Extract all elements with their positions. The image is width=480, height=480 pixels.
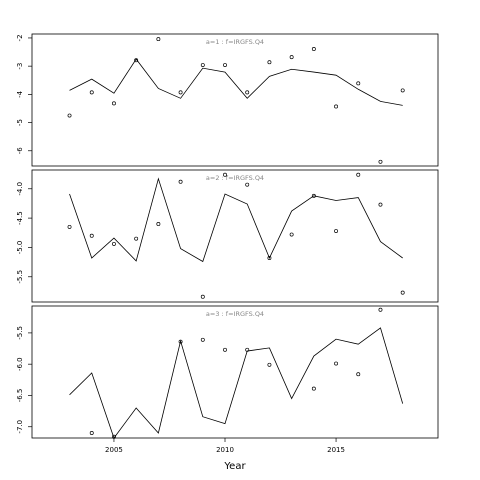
y-tick-label: -3	[16, 63, 24, 70]
data-point	[289, 232, 294, 237]
data-point	[245, 182, 250, 187]
data-point	[112, 101, 116, 106]
y-tick-label: -5.5	[16, 270, 24, 284]
data-point	[134, 58, 139, 63]
data-point	[223, 347, 227, 352]
data-point	[356, 81, 361, 86]
panel-title: a=1 : f=IRGFS.Q4	[206, 38, 264, 46]
data-point	[356, 372, 361, 377]
data-point	[311, 193, 316, 198]
panel-frame	[31, 305, 439, 439]
y-tick-label: -6.5	[16, 389, 24, 403]
data-point	[178, 90, 183, 95]
data-point	[378, 159, 383, 164]
series-line	[69, 177, 403, 263]
y-tick-label: -4.0	[16, 182, 24, 196]
y-tick-label: -4.5	[16, 211, 24, 225]
data-point	[134, 236, 139, 241]
data-point	[311, 46, 316, 51]
data-point	[178, 339, 183, 344]
data-point	[356, 172, 361, 177]
data-point	[334, 229, 339, 233]
data-point	[89, 233, 94, 238]
data-point	[223, 172, 227, 177]
data-point	[245, 90, 250, 95]
data-point	[156, 37, 161, 42]
panel-frame	[31, 33, 439, 167]
data-point	[378, 202, 383, 207]
data-point	[178, 179, 183, 184]
data-point	[112, 241, 116, 246]
data-point	[267, 256, 272, 260]
data-point	[156, 222, 161, 226]
series-line	[69, 58, 403, 106]
data-point	[223, 63, 227, 67]
data-point	[267, 362, 272, 367]
data-point	[311, 386, 316, 391]
y-tick-label: -5.5	[16, 326, 24, 340]
data-point	[200, 294, 205, 299]
data-point	[67, 224, 72, 229]
x-axis-label: Year	[223, 461, 246, 472]
x-tick-label: 2010	[216, 446, 234, 454]
data-point	[89, 431, 94, 435]
data-point	[334, 361, 339, 366]
y-tick-label: -6	[16, 147, 24, 155]
x-tick-label: 2005	[105, 446, 123, 454]
series-line	[69, 327, 404, 439]
data-point	[200, 337, 205, 342]
data-point	[245, 347, 250, 352]
panel-title: a=2 : f=IRGFS.Q4	[206, 174, 264, 182]
y-tick-label: -2	[16, 34, 24, 41]
data-point	[200, 63, 205, 67]
x-tick-label: 2015	[327, 446, 345, 454]
y-tick-label: -4	[16, 90, 24, 98]
data-point	[67, 113, 72, 118]
y-tick-label: -5.0	[16, 241, 24, 255]
data-point	[289, 55, 294, 60]
y-tick-label: -6.0	[16, 357, 24, 371]
data-point	[334, 104, 339, 109]
data-point	[89, 90, 94, 95]
data-point	[112, 434, 116, 439]
panel-frame	[31, 169, 439, 303]
y-tick-label: -5	[16, 119, 24, 126]
data-point	[400, 290, 405, 295]
data-point	[400, 88, 405, 93]
data-point	[378, 307, 383, 312]
panel-title: a=3 : f=IRGFS.Q4	[206, 310, 264, 318]
data-point	[267, 60, 272, 65]
y-tick-label: -7.0	[16, 420, 24, 434]
